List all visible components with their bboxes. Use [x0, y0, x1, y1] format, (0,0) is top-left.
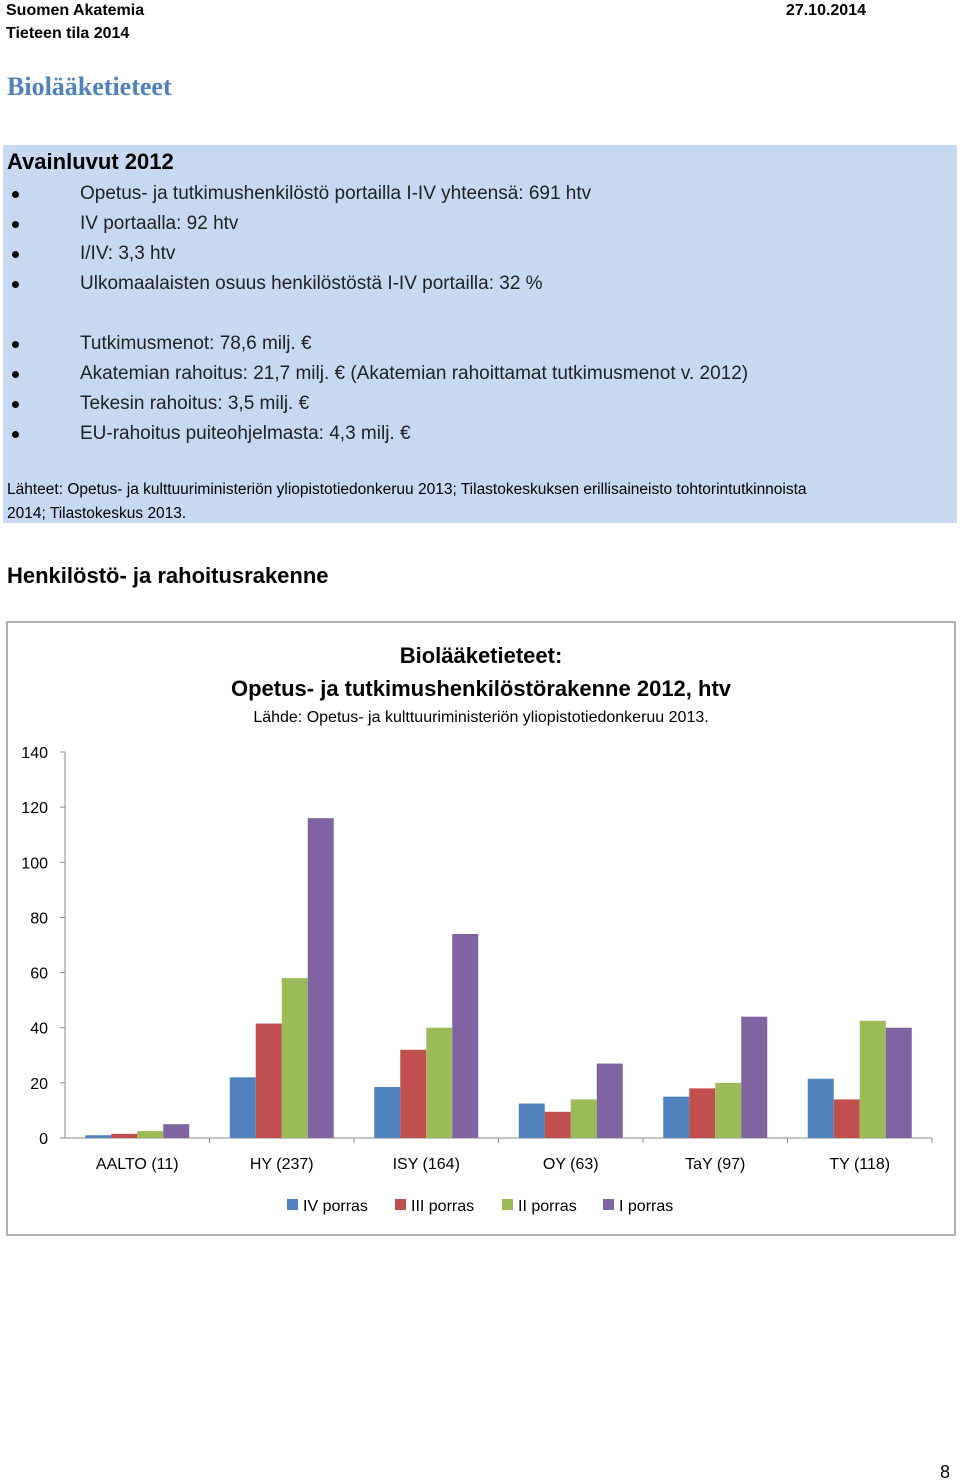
bar — [281, 978, 308, 1138]
bar — [307, 818, 334, 1138]
bar — [163, 1124, 190, 1138]
bar — [570, 1099, 597, 1138]
bar — [596, 1063, 623, 1138]
bar — [833, 1099, 860, 1138]
x-tick-label: TaY (97) — [685, 1156, 745, 1173]
bar — [229, 1077, 256, 1138]
bar — [689, 1088, 716, 1138]
x-tick-label: HY (237) — [250, 1156, 314, 1173]
bullet-item: I/IV: 3,3 htv — [3, 239, 591, 269]
header-report: Tieteen tila 2014 — [6, 25, 130, 42]
legend-label: IV porras — [303, 1198, 368, 1215]
legend-label: III porras — [411, 1198, 474, 1215]
chart-title: Biolääketieteet: — [400, 643, 563, 668]
y-tick-label: 100 — [21, 855, 48, 872]
bar — [374, 1086, 401, 1138]
legend-swatch — [287, 1199, 298, 1210]
header-org: Suomen Akatemia — [6, 2, 145, 19]
bar — [426, 1027, 453, 1138]
bullet-item: EU-rahoitus puiteohjelmasta: 4,3 milj. € — [3, 419, 748, 449]
bullet-item: Opetus- ja tutkimushenkilöstö portailla … — [3, 179, 591, 209]
bar — [85, 1135, 112, 1138]
funding-list: Tutkimusmenot: 78,6 milj. € Akatemian rah… — [3, 329, 748, 449]
bar — [137, 1131, 164, 1138]
bar — [111, 1133, 138, 1138]
sources: Lähteet: Opetus- ja kulttuuriministeriön… — [7, 481, 807, 522]
legend-label: II porras — [518, 1198, 577, 1215]
y-tick-label: 40 — [30, 1021, 48, 1038]
bullet-item: IV portaalla: 92 htv — [3, 209, 591, 239]
bar — [807, 1078, 834, 1138]
x-tick-label: AALTO (11) — [96, 1156, 179, 1173]
x-tick-label: OY (63) — [543, 1156, 599, 1173]
legend-swatch — [502, 1199, 513, 1210]
bar — [255, 1023, 282, 1138]
bullet-item: Tekesin rahoitus: 3,5 milj. € — [3, 389, 748, 419]
page-number: 8 — [940, 1462, 951, 1482]
x-tick-label: ISY (164) — [393, 1156, 460, 1173]
staff-list: Opetus- ja tutkimushenkilöstö portailla … — [3, 179, 591, 299]
bar — [741, 1016, 768, 1138]
bar — [544, 1111, 571, 1138]
header-date: 27.10.2014 — [785, 2, 866, 19]
chart-subtitle: Lähde: Opetus- ja kulttuuriministeriön y… — [253, 709, 708, 726]
bar — [663, 1096, 690, 1138]
legend-label: I porras — [619, 1198, 673, 1215]
y-tick-label: 140 — [21, 745, 48, 762]
y-tick-label: 20 — [30, 1076, 48, 1093]
bar — [715, 1082, 742, 1138]
y-tick-label: 80 — [30, 910, 48, 927]
bar — [400, 1049, 427, 1138]
bar — [859, 1020, 886, 1138]
legend-swatch — [603, 1199, 614, 1210]
bullet-item: Akatemian rahoitus: 21,7 milj. € (Akatem… — [3, 359, 748, 389]
bar — [885, 1027, 912, 1138]
bar — [452, 933, 479, 1138]
bullet-item: Tutkimusmenot: 78,6 milj. € — [3, 329, 748, 359]
y-tick-label: 0 — [39, 1131, 48, 1148]
section-heading: Henkilöstö- ja rahoitusrakenne — [7, 563, 329, 588]
y-tick-label: 120 — [21, 800, 48, 817]
key-figures-heading: Avainluvut 2012 — [7, 149, 174, 174]
chart-title: Opetus- ja tutkimushenkilöstörakenne 201… — [231, 676, 732, 701]
page-title: Biolääketieteet — [7, 72, 172, 101]
x-tick-label: TY (118) — [829, 1156, 890, 1173]
bullet-item: Ulkomaalaisten osuus henkilöstöstä I-IV … — [3, 269, 591, 299]
key-figures-box: Avainluvut 2012 Opetus- ja tutkimushenki… — [3, 145, 957, 523]
bar — [518, 1103, 545, 1138]
legend-swatch — [395, 1199, 406, 1210]
y-tick-label: 60 — [30, 966, 48, 983]
